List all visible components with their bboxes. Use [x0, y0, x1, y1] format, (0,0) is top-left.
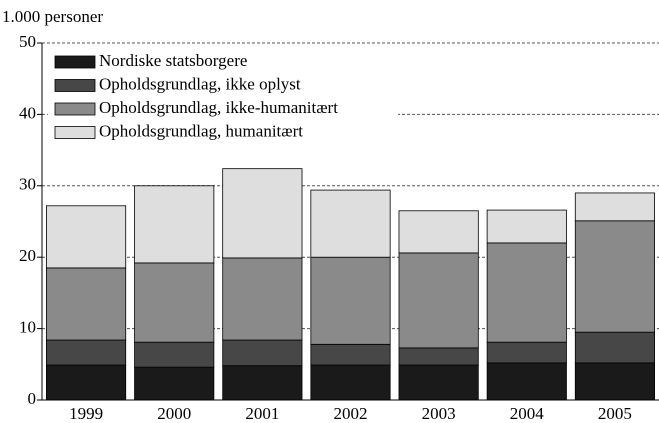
bar-segment: [398, 347, 479, 366]
x-tick-label: 2005: [598, 404, 632, 423]
bar-segment: [134, 262, 215, 343]
x-tick-label: 2000: [157, 404, 191, 423]
bar-segment: [46, 339, 127, 366]
x-tick-label: 2003: [422, 404, 456, 423]
legend-label: Opholdsgrundlag, ikke oplyst: [99, 74, 301, 93]
bar-segment: [398, 364, 479, 401]
y-tick-label: 40: [19, 103, 36, 122]
y-tick-label: 50: [19, 32, 36, 51]
bar-segment: [134, 185, 215, 264]
bar-segment: [310, 189, 391, 258]
y-tick-label: 10: [19, 318, 36, 337]
bar-segment: [222, 365, 303, 401]
bar-segment: [574, 192, 655, 222]
bar-segment: [486, 341, 567, 364]
legend-label: Opholdsgrundlag, ikke-humanitært: [99, 98, 338, 117]
legend-swatch: [54, 126, 96, 139]
x-tick-label: 2002: [334, 404, 368, 423]
legend-label: Opholdsgrundlag, humanitært: [99, 121, 303, 140]
bar-segment: [222, 339, 303, 367]
bar-segment: [310, 343, 391, 366]
y-tick-label: 20: [19, 246, 36, 265]
y-tick-label: 30: [19, 175, 36, 194]
bar-segment: [46, 205, 127, 269]
bar-segment: [574, 220, 655, 333]
legend-box: [48, 50, 398, 146]
bar-segment: [222, 168, 303, 259]
bar-segment: [134, 366, 215, 401]
bar-segment: [486, 209, 567, 244]
bar-segment: [398, 210, 479, 254]
bar-segment: [310, 364, 391, 401]
legend-swatch: [54, 55, 96, 69]
y-tick-label: 0: [28, 389, 37, 408]
x-tick-label: 2004: [510, 404, 545, 423]
x-tick-label: 2001: [245, 404, 279, 423]
bar-segment: [134, 341, 215, 368]
bar-segment: [574, 331, 655, 364]
x-tick-label: 1999: [69, 404, 103, 423]
y-axis-unit: 1.000 personer: [2, 7, 103, 26]
bar-segment: [486, 362, 567, 401]
bar-segment: [46, 364, 127, 401]
legend-swatch: [54, 79, 96, 92]
legend-swatch: [54, 102, 96, 116]
bar-segment: [46, 267, 127, 341]
bar-segment: [222, 257, 303, 341]
bar-segment: [398, 252, 479, 349]
bar-segment: [310, 256, 391, 345]
legend-label: Nordiske statsborgere: [99, 51, 247, 70]
bar-segment: [574, 362, 655, 401]
bar-segment: [486, 242, 567, 343]
